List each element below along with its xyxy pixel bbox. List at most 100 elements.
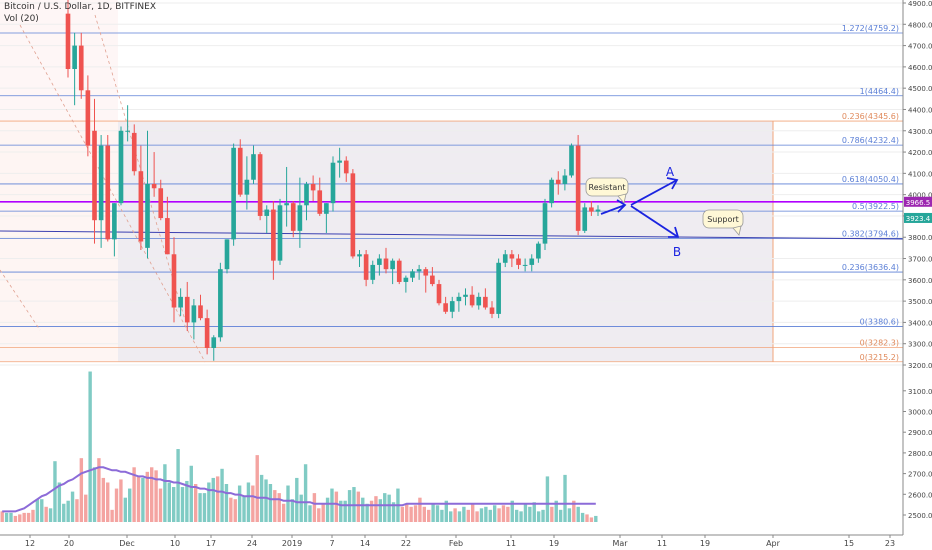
fib-label-orange: 0.236(4345.6) [842,112,899,121]
candle-body [198,305,203,319]
candle-body [582,207,588,231]
y-tick-label: 4800.0 [908,21,932,29]
candle-body [463,294,468,297]
candle-body [85,90,91,146]
volume-bar [145,471,149,522]
candle-body [138,171,144,242]
volume-bar [462,506,466,522]
chart-title: Bitcoin / U.S. Dollar, 1D, BITFINEX [4,2,156,12]
last-price-badge-bg [904,212,932,223]
support-box [702,209,744,229]
fib-label: 0.5(3922.5) [852,202,899,211]
volume-bar [510,500,514,522]
volume-bar [361,497,365,522]
y-tick-label: 4900.0 [908,0,932,8]
y-tick-label: 3200.0 [908,362,932,370]
volume-bar [567,508,572,522]
volume-bar [185,480,189,522]
volume-bar [88,371,92,522]
volume-bar [18,514,22,522]
volume-bar [431,503,435,522]
volume-bar [92,467,97,522]
volume-ma-line [2,466,596,513]
volume-bar [594,515,598,522]
volume-bar [48,508,53,522]
dashed-line [0,269,41,331]
volume-bar [470,503,475,522]
volume-bar [163,464,167,522]
candle-body [483,296,488,308]
arrow-down-head [668,226,680,238]
volume-bar [31,509,35,522]
volume-bar [391,502,396,522]
candle-body [357,254,362,257]
volume-bar [523,503,528,522]
candle-body [509,254,515,259]
volume-bar [0,511,4,522]
volume-bar [440,509,444,522]
volume-bar [422,506,427,522]
fib-zone-grey [118,121,773,362]
fib-label: 1.272(4759.2) [842,24,899,33]
candle-body [502,254,508,263]
volume-bar [251,485,255,522]
candle-body [416,269,422,272]
candle-body [271,209,276,261]
candle-body [430,275,435,285]
candle-body [595,209,601,212]
volume-bar [449,511,453,522]
volume-bar [330,488,334,522]
volume-bar [229,497,233,522]
volume-bar [299,494,303,522]
x-tick-label: 2019 [282,539,302,548]
volume-bar [53,461,57,522]
volume-bar [75,499,79,522]
horizontal-lines: 1.272(4759.2) 1(4464.4) 0.786(4232.4) 0.618… [0,14,904,363]
candle-body [151,184,157,189]
volume-bar [40,499,44,522]
volume-bar [84,494,88,522]
volume-bar [268,484,273,522]
candle-body [112,203,117,240]
volume-pane [0,371,598,522]
volume-bar [466,509,470,522]
candle-body [536,243,541,259]
volume-bar [114,488,119,522]
volume-bar [457,511,462,522]
candle-body [562,175,568,184]
volume-bar [585,514,589,522]
volume-bar [536,511,541,522]
volume-bar [528,506,532,522]
volume-bar [312,493,317,522]
volume-bar [290,499,295,522]
volume-bar [237,485,242,522]
y-tick-label: 2700.0 [908,471,932,479]
y-tick-label: 4700.0 [908,43,932,51]
candle-body [191,305,197,323]
current-price-badge-bg [904,196,932,207]
candle-body [456,296,462,302]
candle-body [549,179,554,204]
x-tick-label: Feb [449,539,463,548]
annotations: Resistant Support A B [585,165,744,259]
fib-zones [0,121,774,362]
volume-bar [475,511,479,522]
fib-label-orange: 0(3282.3) [860,338,899,347]
volume-bar [589,517,594,522]
volume-bar [13,515,18,522]
y-axis: 3200.0 3300.0 3400.0 3500.0 3600.0 3700.0 3800… [902,0,932,550]
x-tick-label: Mar [612,539,628,548]
candle-body [204,318,210,348]
candle-body [317,190,323,214]
volume-bar [334,491,339,522]
candle-body [211,337,217,348]
volume-bar [202,493,207,522]
volume-bar [35,499,40,522]
candle-body [555,179,561,184]
volume-bar [277,493,281,522]
volume-bar [233,499,237,522]
volume-label: Vol (20) [4,14,39,24]
volume-bar [576,506,580,522]
fib-label-orange: 0(3215.2) [860,353,899,362]
